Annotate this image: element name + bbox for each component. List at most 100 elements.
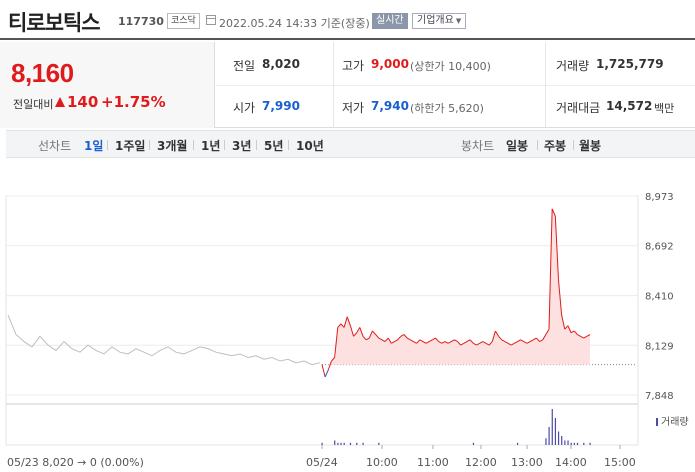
today-series-segment [501, 339, 506, 343]
today-series-segment [488, 341, 493, 346]
today-series-segment [337, 323, 342, 328]
today-series-segment [557, 279, 563, 316]
today-series-segment [447, 341, 452, 344]
tab-3y[interactable]: 3년 [232, 139, 252, 153]
tab-monthly[interactable]: 월봉 [579, 139, 602, 153]
tab-separator [573, 140, 574, 150]
tab-separator [107, 140, 108, 150]
today-series-segment [545, 328, 550, 335]
today-series-segment [586, 334, 591, 337]
tab-separator [224, 140, 225, 150]
today-series-segment [406, 337, 411, 341]
tab-10y[interactable]: 10년 [296, 139, 324, 153]
realtime-button[interactable]: 실시간 [372, 13, 408, 29]
today-series-segment [570, 330, 575, 334]
today-series-segment [469, 339, 474, 344]
volume-legend-label: 거래량 [661, 417, 689, 428]
time-axis: 05/23 8,020 → 0 (0.00%) 05/24 10:00 11:00 1… [0, 455, 695, 472]
volume-bar [349, 442, 352, 445]
calendar-icon [206, 15, 216, 25]
today-series-segment [551, 208, 556, 217]
tab-separator [149, 140, 150, 150]
tab-3m[interactable]: 3개월 [157, 139, 188, 153]
volume-bar [589, 442, 591, 445]
x-tick-label: 13:00 [511, 456, 543, 469]
today-series-segment [451, 339, 455, 343]
low-label: 저가 [342, 101, 365, 115]
tab-5y[interactable]: 5년 [264, 139, 284, 153]
today-series-segment [387, 337, 392, 344]
price-chart[interactable]: 8,973 8,692 8,410 8,129 7,848 거래량 05/23 8,02… [0, 185, 695, 472]
today-series-segment [435, 337, 440, 342]
change-value: 140 [67, 93, 99, 111]
y-tick-label: 7,848 [645, 391, 674, 402]
today-series-segment [391, 341, 395, 344]
today-series-segment [539, 339, 543, 343]
today-series-segment [372, 330, 376, 335]
chart-canvas[interactable]: 8,973 8,692 8,410 8,129 7,848 [0, 185, 695, 455]
volume-bar [362, 442, 364, 445]
today-series-segment [343, 316, 348, 328]
today-series-segment [413, 341, 417, 344]
current-price: 8,160 [11, 58, 74, 88]
market-badge: 코스닥 [167, 13, 200, 29]
y-tick-label: 8,129 [645, 341, 674, 352]
today-series-segment [353, 332, 358, 337]
today-series-segment [494, 330, 499, 337]
volume-legend: 거래량 [656, 413, 689, 428]
x-tick-label: 14:00 [555, 456, 587, 469]
today-series-segment [365, 337, 370, 341]
chart-period-tabs: 선차트 1일 1주일 3개월 1년 3년 5년 10년 봉차트 일봉 주봉 월봉 [6, 130, 695, 158]
previous-day-series-line [7, 314, 321, 366]
tab-1d[interactable]: 1일 [84, 139, 104, 153]
volume-bar [337, 442, 339, 445]
lower-limit: (하한가 5,620) [410, 102, 484, 115]
today-series-segment [349, 325, 355, 337]
today-series-segment [542, 334, 547, 341]
stock-header: 티로보틱스 117730 코스닥 2022.05.24 14:33 기준(장중)… [0, 0, 695, 40]
upper-limit: (상한가 10,400) [410, 60, 491, 73]
stock-code: 117730 [118, 15, 164, 28]
tab-1y[interactable]: 1년 [201, 139, 221, 153]
today-series-segment [567, 325, 572, 333]
volume-bar [561, 436, 563, 445]
today-series-segment [378, 337, 383, 341]
volume-bar [567, 440, 569, 445]
today-series-segment [410, 339, 414, 343]
tab-daily[interactable]: 일봉 [506, 139, 529, 153]
today-series-segment [368, 330, 373, 339]
company-info-label: 기업개요 [417, 15, 454, 26]
today-series-segment [384, 337, 389, 342]
amount-label: 거래대금 [556, 101, 601, 115]
volume-bar [516, 442, 519, 445]
tab-weekly[interactable]: 주봉 [544, 139, 567, 153]
y-tick-label: 8,973 [645, 192, 674, 203]
volume-bar [557, 431, 560, 445]
today-series-segment [362, 335, 367, 341]
change-percent: +1.75% [101, 93, 166, 111]
today-series-segment [491, 330, 496, 342]
today-series-segment [346, 316, 351, 326]
volume-bar [576, 442, 579, 445]
volume-bar [472, 442, 475, 445]
previous-day-label: 05/23 8,020 → 0 (0.00%) [7, 456, 144, 469]
today-series-segment [526, 341, 531, 344]
change-label: 전일대비 [13, 98, 54, 111]
today-series-segment [432, 337, 436, 341]
today-series-segment [476, 342, 480, 346]
company-info-dropdown[interactable]: 기업개요 ▼ [412, 13, 467, 29]
x-tick-label: 10:00 [366, 456, 398, 469]
x-tick-label: 12:00 [465, 456, 497, 469]
today-series-segment [504, 341, 509, 344]
volume-bar [548, 427, 550, 445]
stock-name: 티로보틱스 [8, 11, 101, 35]
y-tick-label: 8,692 [645, 242, 674, 253]
open-label: 시가 [233, 101, 256, 115]
today-series-segment [457, 341, 462, 346]
chart-frame [5, 195, 639, 446]
today-series-segment [564, 325, 569, 330]
up-triangle-icon [55, 97, 65, 107]
volume-bar [321, 442, 323, 445]
tab-1w[interactable]: 1주일 [115, 139, 146, 153]
volume-bar [378, 442, 380, 445]
